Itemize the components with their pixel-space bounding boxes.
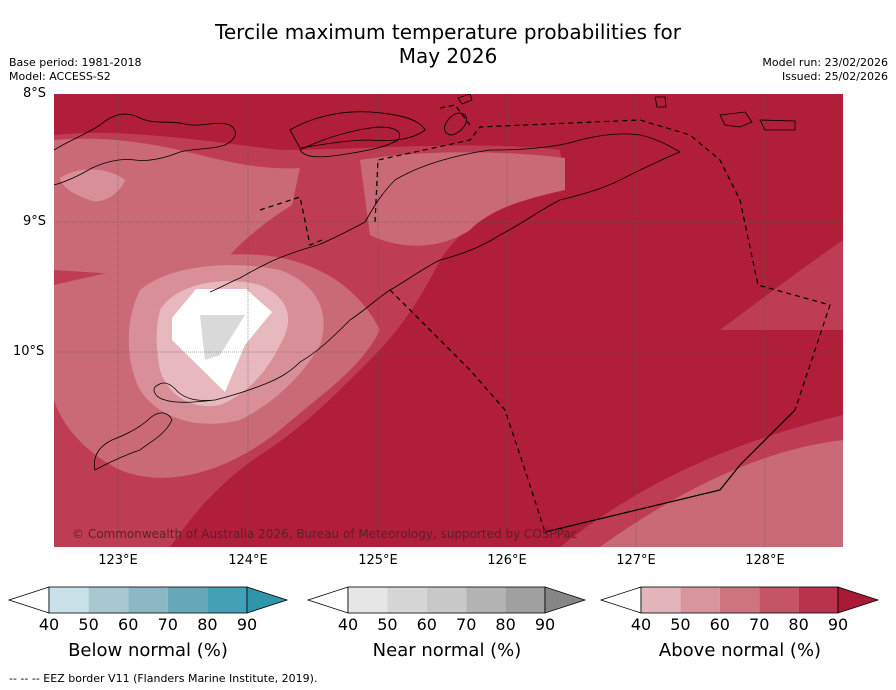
chart-title: Tercile maximum temperature probabilitie…: [0, 20, 896, 68]
meta-right: Model run: 23/02/2026 Issued: 25/02/2026: [762, 56, 888, 84]
lat-label-9s: 9°S: [23, 214, 47, 229]
colorbar-below-tick: 70: [157, 615, 178, 634]
eez-footnote: -- -- -- EEZ border V11 (Flanders Marine…: [9, 672, 318, 685]
rote-coast: [93, 412, 173, 471]
colorbar-below-tick: 40: [38, 615, 60, 634]
lon-label-123e: 123°E: [98, 553, 138, 568]
title-line-2: May 2026: [398, 44, 498, 68]
colorbar-near-tick: 50: [377, 615, 398, 634]
eez-border: [259, 104, 831, 533]
map-area: [54, 94, 843, 547]
lon-label-128e: 128°E: [745, 553, 785, 568]
lat-label-8s: 8°S: [23, 86, 47, 101]
colorbar-near-tick: 70: [456, 615, 477, 634]
small-islands-east: [654, 96, 796, 131]
graticule: [54, 94, 843, 547]
atauro-coast: [444, 112, 467, 136]
colorbar-near-tick: 90: [534, 615, 556, 634]
contour-near-normal: [200, 315, 245, 360]
colorbar-above-tick: 80: [788, 615, 809, 634]
lat-label-10s: 10°S: [13, 344, 45, 359]
colorbar-above-label: Above normal (%): [658, 640, 822, 661]
copyright-note: © Commonwealth of Australia 2026, Bureau…: [72, 527, 578, 541]
colorbar-above-tick: 40: [630, 615, 652, 634]
colorbar-above-tick: 60: [709, 615, 730, 634]
colorbar-below-tick: 50: [78, 615, 99, 634]
colorbar-near-tick: 80: [495, 615, 516, 634]
lon-label-124e: 124°E: [228, 553, 268, 568]
meta-left: Base period: 1981-2018 Model: ACCESS-S2: [9, 56, 141, 84]
issued-date: Issued: 25/02/2026: [781, 70, 888, 83]
colorbar-near-label: Near normal (%): [372, 640, 522, 661]
lon-label-127e: 127°E: [616, 553, 656, 568]
colorbar-above-tick: 50: [670, 615, 691, 634]
colorbar-above-tick: 90: [827, 615, 849, 634]
colorbar-near-tick: 40: [337, 615, 359, 634]
contour-70: [54, 138, 843, 547]
colorbar-below-tick: 60: [118, 615, 139, 634]
colorbar-below-tick: 80: [197, 615, 218, 634]
colorbar-near-tick: 60: [416, 615, 437, 634]
colorbar-above-tick: 70: [749, 615, 770, 634]
kisar-coast: [457, 94, 473, 105]
flores-coast: [54, 113, 236, 186]
base-period: Base period: 1981-2018: [9, 56, 142, 69]
colorbar-below-label: Below normal (%): [68, 640, 228, 661]
eez-solid-segment: [544, 409, 796, 533]
lon-label-126e: 126°E: [487, 553, 527, 568]
model-run: Model run: 23/02/2026: [762, 56, 888, 69]
colorbar-below-tick: 90: [236, 615, 258, 634]
title-line-1: Tercile maximum temperature probabilitie…: [215, 20, 681, 44]
lon-label-125e: 125°E: [358, 553, 398, 568]
wetar-coast: [289, 111, 426, 149]
model-name: Model: ACCESS-S2: [9, 70, 111, 83]
